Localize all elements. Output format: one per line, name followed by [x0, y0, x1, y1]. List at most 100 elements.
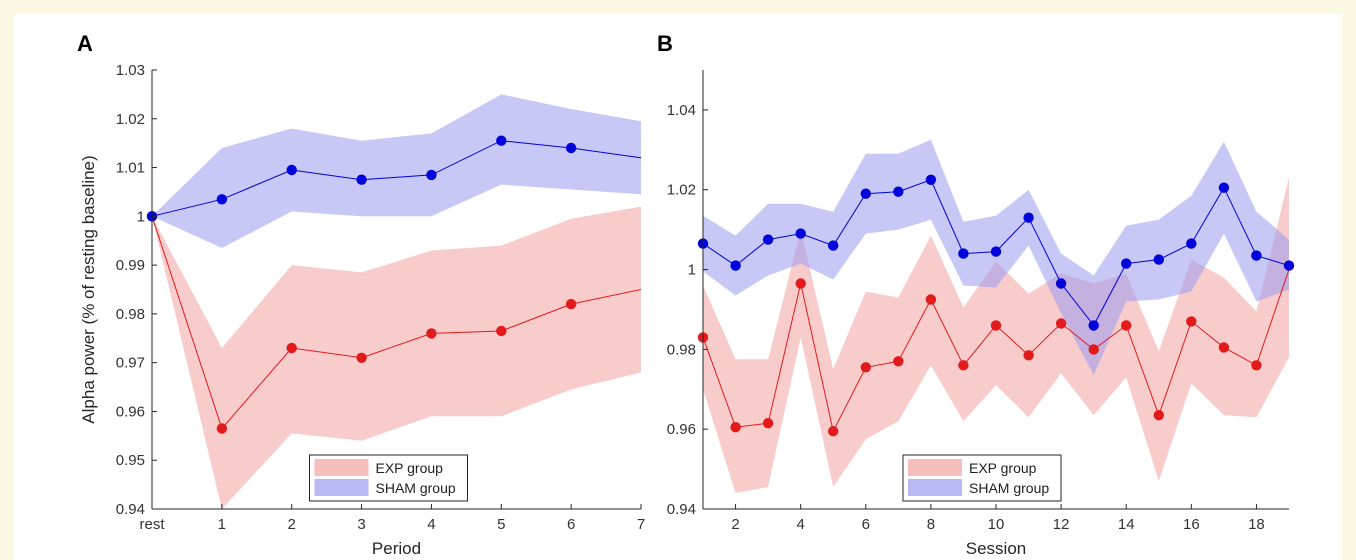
- panel-a-sham-group-line: [151, 140, 642, 217]
- panel-b-exp-group-point: [1055, 318, 1067, 329]
- panel-a-legend: EXP group SHAM group: [309, 454, 468, 502]
- panel-b-sham-group-point: [730, 260, 741, 271]
- panel-a-x-tick-label: rest: [139, 516, 165, 533]
- panel-b-exp-group-point: [1088, 344, 1099, 355]
- panel-b-sham-group-point: [1121, 258, 1132, 269]
- panel-a-exp-group-point: [356, 352, 367, 363]
- panel-b-x-tick-label: 2: [731, 516, 739, 533]
- panel-a-sham-group-point: [286, 164, 297, 176]
- chart-svg: A B 0.94 0.95 0.96 0.97 0.98 0.99 1 1.01 1.02 1.0…: [77, 31, 1295, 558]
- panel-b-x-axis-label: Session: [966, 539, 1026, 558]
- panel-a-x-axis-label: Period: [372, 539, 421, 558]
- panel-b-x-tick-label: 16: [1183, 516, 1200, 533]
- panel-a-y-tick-label: 0.95: [116, 452, 145, 469]
- panel-a-sham-group-point: [426, 169, 437, 181]
- panel-a-y-tick-label: 0.99: [116, 257, 145, 274]
- panel-a-sham-group-point: [565, 142, 577, 154]
- panel-a-sham-group-point: [216, 194, 228, 205]
- panel-a-exp-group-ci-band: [152, 206, 641, 509]
- panel-label-b: B: [657, 31, 673, 56]
- panel-b-exp-group-point: [828, 426, 839, 437]
- panel-a-y-axis-label: Alpha power (% of resting baseline): [79, 155, 98, 423]
- panel-b-x-tick-label: 14: [1118, 516, 1135, 533]
- panel-a-x-tick-label: 7: [637, 516, 645, 533]
- panel-b-sham-group-point: [1088, 320, 1099, 331]
- panel-a-sham-group-point: [356, 174, 367, 185]
- panel-b-exp-group-point: [730, 422, 741, 433]
- panel-b-y-tick-label: 1.02: [667, 182, 696, 199]
- panel-b-y-tick-label: 0.98: [667, 341, 696, 358]
- panel-b-x-tick-label: 6: [862, 516, 870, 533]
- panel-b-sham-group-point: [990, 246, 1002, 257]
- panel-b-exp-group-point: [1023, 350, 1034, 361]
- panel-b-sham-group-point: [1283, 260, 1295, 271]
- panel-b-sham-group-point: [925, 174, 937, 185]
- panel-a-y-tick-label: 1.03: [116, 62, 145, 79]
- panel-b-exp-group-point: [925, 294, 937, 305]
- panel-a-x-tick-label: 2: [288, 516, 296, 533]
- panel-b-exp-group-point: [958, 360, 969, 371]
- panel-b-exp-group-point: [860, 362, 871, 373]
- panel-b-exp-group-point: [762, 418, 774, 429]
- panel-b-x-tick-label: 4: [796, 516, 804, 533]
- panel-a-exp-group-point: [286, 342, 297, 354]
- panel-a-x-tick-label: 1: [218, 516, 226, 533]
- panel-a-exp-group-point: [565, 298, 577, 310]
- panel-b-exp-group-point: [893, 356, 904, 367]
- panel-a-y-tick-label: 0.97: [116, 355, 145, 372]
- panel-a-x-tick-label: 4: [427, 516, 435, 533]
- panel-b-y-tick-label: 1.04: [667, 102, 696, 119]
- panel-b-exp-group-point: [1186, 316, 1197, 327]
- panel-b-sham-group-point: [958, 248, 969, 259]
- panel-b-sham-group-point: [860, 188, 871, 199]
- panel-b-sham-group-point: [1055, 278, 1067, 289]
- panel-b-legend: EXP group SHAM group: [902, 454, 1062, 502]
- panel-b-exp-group-ci-band: [703, 177, 1289, 494]
- panel-b-y-tick-label: 1: [688, 262, 696, 279]
- panel-b-sham-group-point: [1186, 238, 1197, 249]
- panel-a-y-tick-label: 1.02: [116, 111, 145, 128]
- panel-b-x-tick-label: 12: [1053, 516, 1070, 533]
- panel-b-legend-swatch-sham-group: [908, 479, 962, 496]
- panel-b-sham-group-point: [1023, 212, 1034, 223]
- panel-a-y-tick-label: 0.98: [116, 306, 145, 323]
- panel-b-sham-group-point: [1153, 254, 1165, 265]
- panel-label-a: A: [77, 31, 93, 56]
- panel-a-y-tick-label: 1: [137, 208, 145, 225]
- panel-b-sham-group-point: [1218, 182, 1230, 193]
- panel-b-sham-group-point: [795, 228, 806, 239]
- panel-b-chart: 0.94 0.96 0.98 1 1.02 1.04 2 4 6 8 10 12 14 16 18 Sessi…: [667, 70, 1295, 558]
- panel-a-y-tick-label: 0.94: [116, 501, 145, 518]
- panel-b-legend-label-sham-group: SHAM group: [969, 480, 1049, 496]
- panel-a-x-tick-label: 5: [497, 516, 505, 533]
- panel-b-exp-group-point: [1251, 360, 1262, 371]
- panel-a-exp-group-point: [496, 325, 507, 337]
- panel-b-legend-swatch-exp-group: [908, 459, 962, 476]
- panel-b-sham-group-point: [1251, 250, 1262, 261]
- panel-a-sham-group-ci-band: [152, 94, 641, 249]
- panel-b-sham-group-ci-band: [703, 139, 1289, 376]
- panel-a-legend-label-sham-group: SHAM group: [376, 480, 456, 496]
- panel-b-exp-group-point: [1218, 342, 1230, 353]
- panel-b-sham-group-point: [893, 186, 904, 197]
- panel-a-legend-swatch-exp-group: [314, 459, 369, 476]
- figure-canvas: A B 0.94 0.95 0.96 0.97 0.98 0.99 1 1.01 1.02 1.0…: [14, 14, 1342, 560]
- panel-a-legend-swatch-sham-group: [314, 479, 369, 496]
- panel-b-exp-group-point: [990, 320, 1002, 331]
- panel-b-exp-group-point: [1121, 320, 1132, 331]
- panel-b-legend-label-exp-group: EXP group: [969, 460, 1037, 476]
- panel-b-exp-group-point: [1153, 410, 1165, 421]
- panel-b-exp-group-point: [795, 278, 806, 289]
- panel-b-y-tick-label: 0.94: [667, 501, 696, 518]
- panel-a-x-tick-label: 6: [567, 516, 575, 533]
- panel-a-sham-group-point: [496, 135, 507, 146]
- panel-a-x-tick-label: 3: [357, 516, 365, 533]
- panel-b-sham-group-point: [762, 234, 774, 245]
- panel-a-y-tick-label: 1.01: [116, 160, 145, 177]
- panel-a-exp-group-point: [426, 328, 437, 339]
- panel-a-legend-label-exp-group: EXP group: [376, 460, 444, 476]
- panel-a-chart: 0.94 0.95 0.96 0.97 0.98 0.99 1 1.01 1.02 1.03 res…: [79, 62, 645, 558]
- panel-b-sham-group-point: [828, 240, 839, 251]
- panel-b-x-tick-label: 10: [988, 516, 1005, 533]
